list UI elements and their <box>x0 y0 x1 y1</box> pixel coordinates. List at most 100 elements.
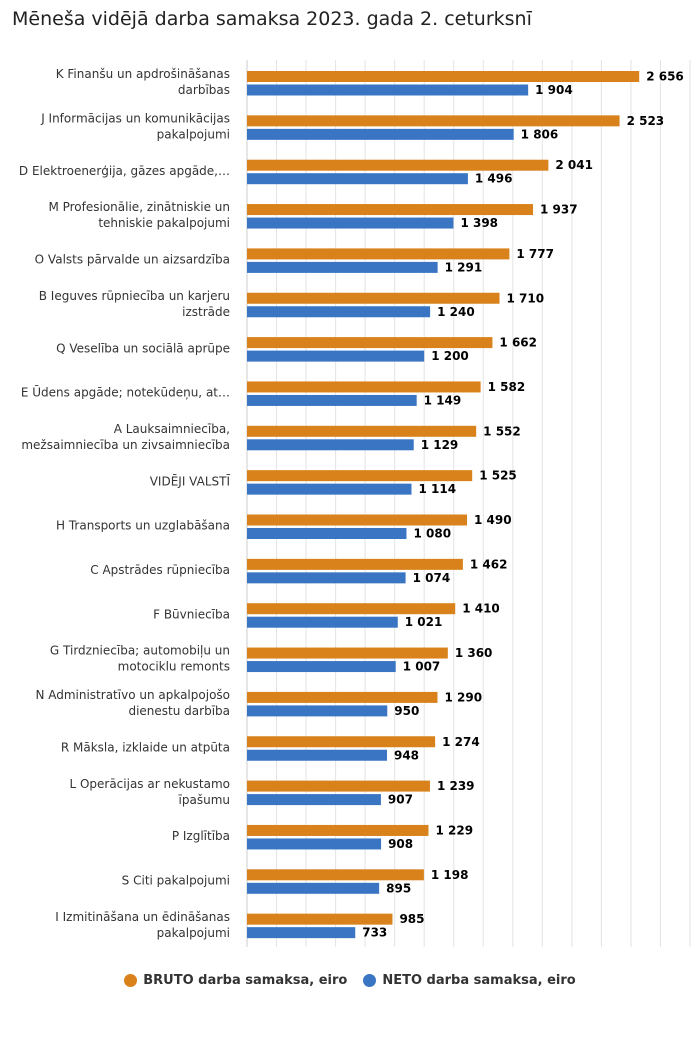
bar-bruto <box>247 115 620 127</box>
data-label: 1 239 <box>437 779 475 793</box>
bar-neto <box>247 705 388 717</box>
category-label-line: F Būvniecība <box>153 607 230 621</box>
bar-bruto <box>247 470 473 482</box>
bar-neto <box>247 261 438 273</box>
data-label: 733 <box>362 926 387 940</box>
category-label: F Būvniecība <box>153 607 230 621</box>
data-label: 1 198 <box>431 868 469 882</box>
bar-bruto <box>247 913 393 925</box>
category-label-line: E Ūdens apgāde; notekūdeņu, at… <box>21 386 230 400</box>
category-label-line: P Izglītība <box>172 829 230 843</box>
category-label-line: B Ieguves rūpniecība un karjeru <box>39 289 230 303</box>
bar-bruto <box>247 514 468 526</box>
legend: BRUTO darba samaksa, eiro NETO darba sam… <box>0 973 700 988</box>
category-label-line: S Citi pakalpojumi <box>122 873 230 887</box>
data-label: 1 021 <box>405 615 443 629</box>
data-label: 1 777 <box>516 247 554 261</box>
category-label: Q Veselība un sociālā aprūpe <box>56 341 230 355</box>
bar-bruto <box>247 647 448 659</box>
data-label: 2 656 <box>646 70 684 84</box>
category-label: P Izglītība <box>172 829 230 843</box>
bar-neto <box>247 306 431 318</box>
data-label: 1 114 <box>419 482 457 496</box>
category-label: G Tirdzniecība; automobiļu un motociklu r… <box>50 644 230 674</box>
data-label: 1 149 <box>424 393 462 407</box>
category-label-line: izstrāde <box>182 305 230 319</box>
data-label: 1 525 <box>479 469 517 483</box>
bar-bruto <box>247 71 640 82</box>
category-label-line: mežsaimniecība un zivsaimniecība <box>21 438 230 452</box>
legend-item-bruto[interactable]: BRUTO darba samaksa, eiro <box>124 973 347 988</box>
labels: K Finanšu un apdrošināšanas darbības 2 656… <box>19 67 684 940</box>
bar-neto <box>247 483 412 495</box>
bar-bruto <box>247 603 456 615</box>
category-label-line: Q Veselība un sociālā aprūpe <box>56 341 230 355</box>
category-label-line: R Māksla, izklaide un atpūta <box>61 740 230 754</box>
data-label: 1 290 <box>444 690 482 704</box>
bar-bruto <box>247 558 463 570</box>
data-label: 1 806 <box>521 127 559 141</box>
category-label-line: motociklu remonts <box>118 660 230 674</box>
data-label: 2 523 <box>627 114 665 128</box>
legend-label-neto: NETO darba samaksa, eiro <box>382 973 576 988</box>
bar-neto <box>247 173 468 185</box>
data-label: 1 937 <box>540 203 578 217</box>
data-label: 1 710 <box>507 291 545 305</box>
data-label: 1 274 <box>442 735 480 749</box>
data-label: 1 200 <box>431 349 469 363</box>
category-label: VIDĒJI VALSTĪ <box>150 474 231 488</box>
category-label: K Finanšu un apdrošināšanas darbības <box>56 67 230 97</box>
category-label: A Lauksaimniecība, mežsaimniecība un zivs… <box>21 422 230 452</box>
bar-neto <box>247 882 380 894</box>
bar-chart: K Finanšu un apdrošināšanas darbības 2 656… <box>19 60 691 947</box>
category-label: E Ūdens apgāde; notekūdeņu, at… <box>21 386 230 400</box>
category-label: R Māksla, izklaide un atpūta <box>61 740 230 754</box>
category-label: D Elektroenerģija, gāzes apgāde,… <box>19 164 230 178</box>
bar-neto <box>247 528 407 539</box>
data-label: 1 129 <box>421 438 459 452</box>
bar-bruto <box>247 292 500 304</box>
data-label: 907 <box>388 793 413 807</box>
category-label-line: C Apstrādes rūpniecība <box>90 563 230 577</box>
data-label: 1 398 <box>460 216 498 230</box>
bar-bruto <box>247 824 429 836</box>
bar-bruto <box>247 248 510 260</box>
category-label-line: J Informācijas un komunikācijas <box>40 112 230 126</box>
category-label-line: L Operācijas ar nekustamo <box>69 777 230 791</box>
data-label: 1 462 <box>470 557 508 571</box>
category-label-line: M Profesionālie, zinātniskie un <box>48 200 230 214</box>
legend-item-neto[interactable]: NETO darba samaksa, eiro <box>363 973 576 988</box>
data-label: 1 360 <box>455 646 493 660</box>
chart-title: Mēneša vidējā darba samaksa 2023. gada 2… <box>12 8 532 30</box>
bar-neto <box>247 616 398 628</box>
bar-bruto <box>247 869 424 881</box>
category-label-line: I Izmitināšana un ēdināšanas <box>55 910 230 924</box>
category-label: O Valsts pārvalde un aizsardzība <box>35 253 230 267</box>
data-label: 1 410 <box>462 602 500 616</box>
category-label: N Administratīvo un apkalpojošo dienestu … <box>35 688 230 718</box>
data-label: 1 582 <box>488 380 526 394</box>
data-label: 1 080 <box>413 527 451 541</box>
bar-neto <box>247 794 381 806</box>
data-label: 895 <box>386 881 411 895</box>
data-label: 1 904 <box>535 83 573 97</box>
bar-neto <box>247 128 514 140</box>
category-label-line: K Finanšu un apdrošināšanas <box>56 67 230 81</box>
legend-marker-bruto <box>124 974 138 987</box>
bar-neto <box>247 749 387 761</box>
bar-bruto <box>247 204 534 216</box>
category-label: J Informācijas un komunikācijas pakalpoju… <box>40 112 230 142</box>
bar-neto <box>247 661 396 673</box>
category-label: I Izmitināšana un ēdināšanas pakalpojumi <box>55 910 230 940</box>
bar-neto <box>247 350 425 362</box>
bar-neto <box>247 927 356 939</box>
bar-bruto <box>247 780 430 792</box>
data-label: 1 074 <box>413 571 451 585</box>
bar-bruto <box>247 159 549 171</box>
data-label: 985 <box>399 912 424 926</box>
bar-neto <box>247 394 417 406</box>
data-label: 1 291 <box>445 260 483 274</box>
category-label-line: īpašumu <box>178 793 230 807</box>
category-label-line: dienestu darbība <box>128 704 230 718</box>
bar-neto <box>247 838 382 850</box>
